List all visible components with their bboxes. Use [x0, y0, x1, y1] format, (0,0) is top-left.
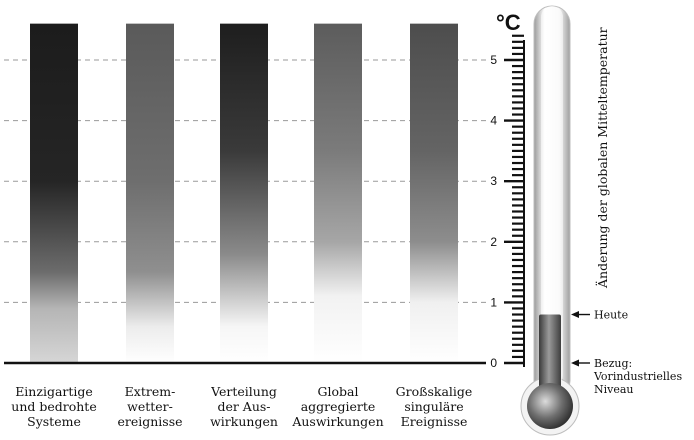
- thermometer-inner-tube: [541, 6, 563, 386]
- category-label: Verteilung der Aus-wirkungen: [192, 384, 296, 429]
- category-label-line: aggregierte: [300, 399, 376, 414]
- category-label-line: Extrem-: [124, 384, 176, 399]
- thermometer: [520, 5, 580, 436]
- category-label-line: der Aus-: [217, 399, 271, 414]
- category-label-line: Systeme: [27, 414, 81, 429]
- tick-label: 5: [490, 53, 497, 67]
- arrow-left-icon: [571, 311, 579, 319]
- category-label-line: Einzigartige: [15, 384, 93, 399]
- annotation-text: Vorindustrielles: [593, 370, 682, 383]
- bar: [410, 23, 458, 363]
- annotation-text: Heute: [594, 309, 628, 322]
- category-label-line: Global: [317, 384, 359, 399]
- category-label: Global aggregierte Auswirkungen: [286, 384, 390, 429]
- annotation-text: Bezug:: [594, 357, 632, 370]
- thermometer-mercury: [539, 314, 561, 395]
- tick-label: 1: [490, 295, 497, 309]
- category-label-line: wetter-: [127, 399, 173, 414]
- category-label: Großskalige singuläre Ereignisse: [382, 384, 486, 429]
- bar: [30, 23, 78, 363]
- temperature-axis: 0 1 2 3 4 5: [490, 34, 525, 370]
- unit-label: °C: [496, 10, 521, 35]
- category-label-line: Auswirkungen: [292, 414, 384, 429]
- arrow-left-icon: [571, 359, 579, 367]
- tick-label: 4: [490, 114, 497, 128]
- category-label-line: Ereignisse: [400, 414, 468, 429]
- thermometer-bulb: [527, 383, 573, 429]
- category-label-line: Großskalige: [395, 384, 473, 399]
- category-label-line: ereignisse: [117, 414, 183, 429]
- y-axis-label: Änderung der globalen Mitteltemperatur: [594, 27, 610, 289]
- bars: [30, 23, 458, 363]
- category-label-line: Verteilung: [211, 384, 277, 399]
- tick-label: 3: [490, 174, 497, 188]
- annotation: Heute: [571, 309, 628, 322]
- annotation-text: Niveau: [594, 383, 634, 396]
- category-label-line: und bedrohte: [11, 399, 97, 414]
- tick-label: 2: [490, 235, 497, 249]
- bar: [126, 23, 174, 363]
- bar: [314, 23, 362, 363]
- bar: [220, 23, 268, 363]
- tick-label: 0: [490, 356, 497, 370]
- category-label: Extrem-wetter-ereignisse: [98, 384, 202, 429]
- category-label-line: singuläre: [404, 399, 464, 414]
- category-label: Einzigartige und bedrohte Systeme: [2, 384, 106, 429]
- category-label-line: wirkungen: [210, 414, 278, 429]
